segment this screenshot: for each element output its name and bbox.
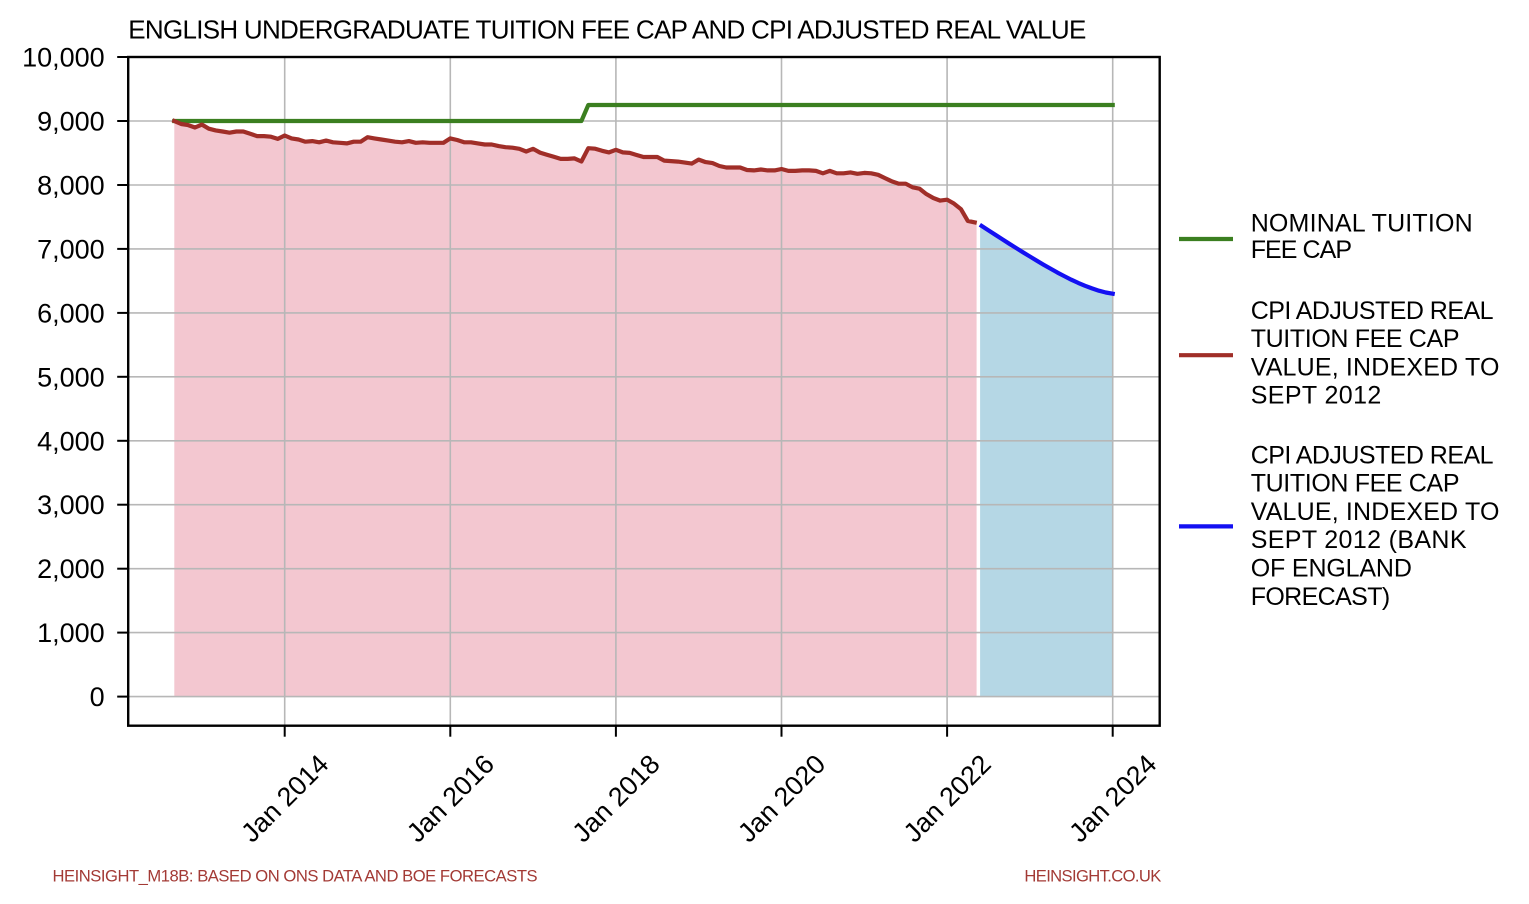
svg-text:8,000: 8,000: [37, 171, 105, 201]
svg-text:SEPT 2012 (BANK: SEPT 2012 (BANK: [1251, 526, 1467, 554]
svg-text:10,000: 10,000: [22, 43, 105, 73]
svg-text:2,000: 2,000: [37, 554, 105, 584]
svg-text:TUITION FEE CAP: TUITION FEE CAP: [1251, 325, 1460, 353]
svg-text:HEINSIGHT_M18B: BASED ON ONS D: HEINSIGHT_M18B: BASED ON ONS DATA AND BO…: [53, 867, 538, 886]
svg-text:9,000: 9,000: [37, 107, 105, 137]
svg-text:OF ENGLAND: OF ENGLAND: [1251, 555, 1412, 583]
svg-text:VALUE, INDEXED TO: VALUE, INDEXED TO: [1251, 498, 1500, 526]
svg-text:CPI ADJUSTED REAL: CPI ADJUSTED REAL: [1251, 297, 1494, 325]
svg-text:SEPT 2012: SEPT 2012: [1251, 382, 1382, 410]
svg-text:5,000: 5,000: [37, 362, 105, 392]
svg-text:4,000: 4,000: [37, 426, 105, 456]
svg-text:FEE CAP: FEE CAP: [1251, 236, 1352, 264]
svg-text:ENGLISH UNDERGRADUATE TUITION: ENGLISH UNDERGRADUATE TUITION FEE CAP AN…: [128, 15, 1086, 45]
svg-text:FORECAST): FORECAST): [1251, 583, 1391, 611]
svg-text:TUITION FEE CAP: TUITION FEE CAP: [1251, 470, 1460, 498]
svg-text:0: 0: [90, 682, 105, 712]
svg-text:CPI ADJUSTED REAL: CPI ADJUSTED REAL: [1251, 441, 1494, 469]
svg-text:HEINSIGHT.CO.UK: HEINSIGHT.CO.UK: [1024, 867, 1161, 886]
svg-text:1,000: 1,000: [37, 618, 105, 648]
svg-text:3,000: 3,000: [37, 490, 105, 520]
svg-text:NOMINAL TUITION: NOMINAL TUITION: [1251, 209, 1473, 237]
svg-text:VALUE, INDEXED TO: VALUE, INDEXED TO: [1251, 353, 1500, 381]
svg-text:6,000: 6,000: [37, 298, 105, 328]
svg-text:7,000: 7,000: [37, 234, 105, 264]
